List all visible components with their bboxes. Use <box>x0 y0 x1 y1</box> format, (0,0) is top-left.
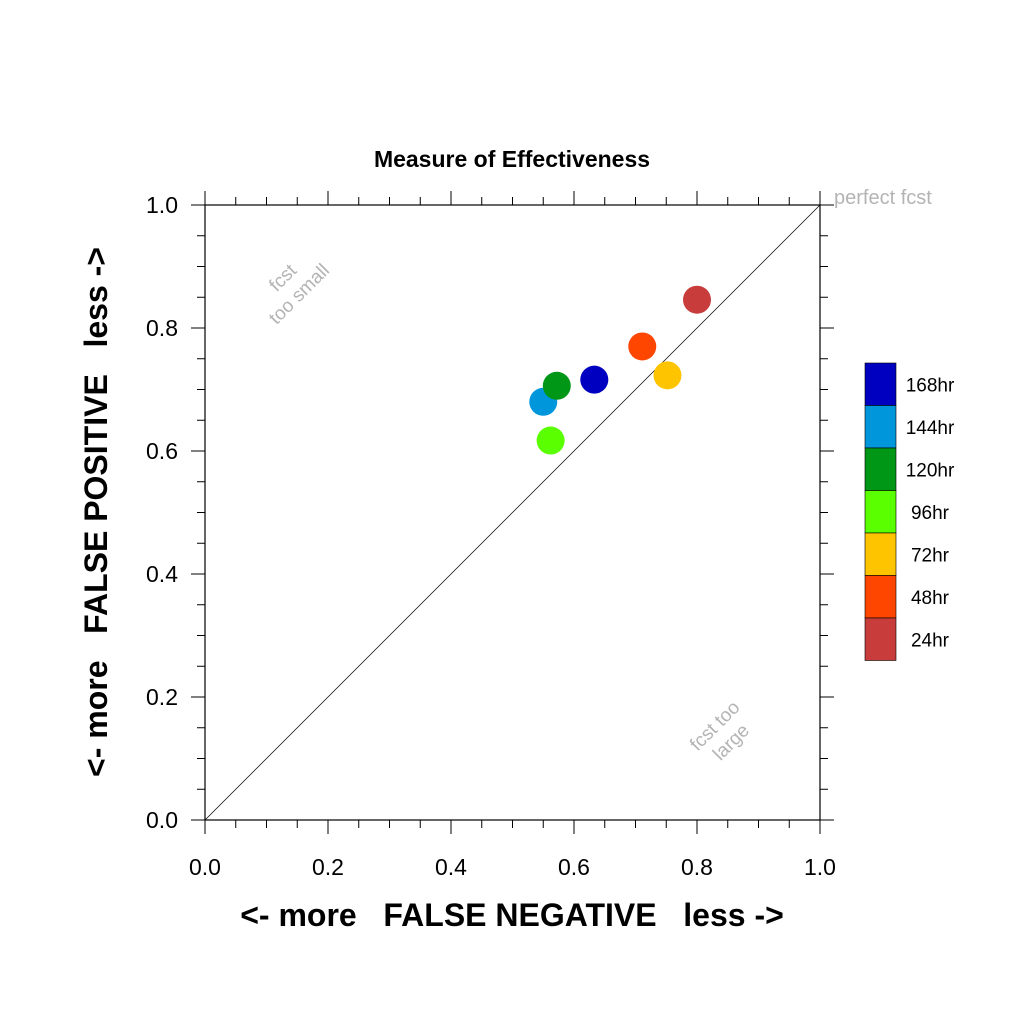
legend-swatch-96hr <box>864 490 897 534</box>
annotation-fcst-too-small: fcst too small <box>265 260 334 329</box>
point-168hr <box>580 365 609 394</box>
y-tick-label: 0.0 <box>146 807 178 833</box>
annotation-perfect-fcst: perfect fcst <box>834 187 932 209</box>
y-tick-label: 0.8 <box>146 315 178 341</box>
x-axis-label: <- more FALSE NEGATIVE less -> <box>240 897 784 933</box>
x-tick-label: 0.8 <box>681 854 713 880</box>
x-tick-label: 0.6 <box>558 854 590 880</box>
legend-label-120hr: 120hr <box>906 460 955 481</box>
x-tick-label: 0.0 <box>189 854 221 880</box>
legend-swatch-120hr <box>864 447 897 491</box>
legend-label-72hr: 72hr <box>911 545 950 566</box>
legend-swatch-144hr <box>864 405 897 449</box>
legend-label-48hr: 48hr <box>911 588 950 609</box>
annotation-fcst-too-large: fcst too large <box>686 697 754 765</box>
legend-label-24hr: 24hr <box>911 630 950 651</box>
point-72hr <box>653 361 682 390</box>
data-points <box>529 285 711 455</box>
legend-label-168hr: 168hr <box>906 375 955 396</box>
point-24hr <box>683 285 711 314</box>
axis-ticks: 0.0 0.0 0.2 0.2 0.4 0.4 0.6 0.6 0.8 0.8 1.0 1.0 <box>146 191 836 880</box>
y-tick-label: 1.0 <box>146 192 178 218</box>
y-tick-label: 0.2 <box>146 684 178 710</box>
point-48hr <box>628 332 657 361</box>
y-tick-label: 0.6 <box>146 438 178 464</box>
point-96hr <box>536 426 565 455</box>
y-tick-label: 0.4 <box>146 561 178 587</box>
x-tick-label: 1.0 <box>804 854 836 880</box>
perfect-forecast-line <box>204 204 821 821</box>
legend-swatch-48hr <box>864 575 897 619</box>
x-tick-label: 0.2 <box>312 854 344 880</box>
point-120hr <box>542 371 571 400</box>
chart-title: Measure of Effectiveness <box>374 146 650 172</box>
legend-swatch-24hr <box>864 617 897 661</box>
diagonal-line <box>204 204 821 821</box>
y-axis-label: <- more FALSE POSITIVE less -> <box>78 247 114 777</box>
legend-swatch-72hr <box>864 532 897 576</box>
x-tick-label: 0.4 <box>435 854 467 880</box>
legend: 168hr 144hr 120hr 96hr 72hr 48hr 24hr <box>864 362 955 661</box>
legend-swatch-168hr <box>864 362 897 406</box>
legend-label-96hr: 96hr <box>911 503 950 524</box>
legend-label-144hr: 144hr <box>906 418 955 439</box>
